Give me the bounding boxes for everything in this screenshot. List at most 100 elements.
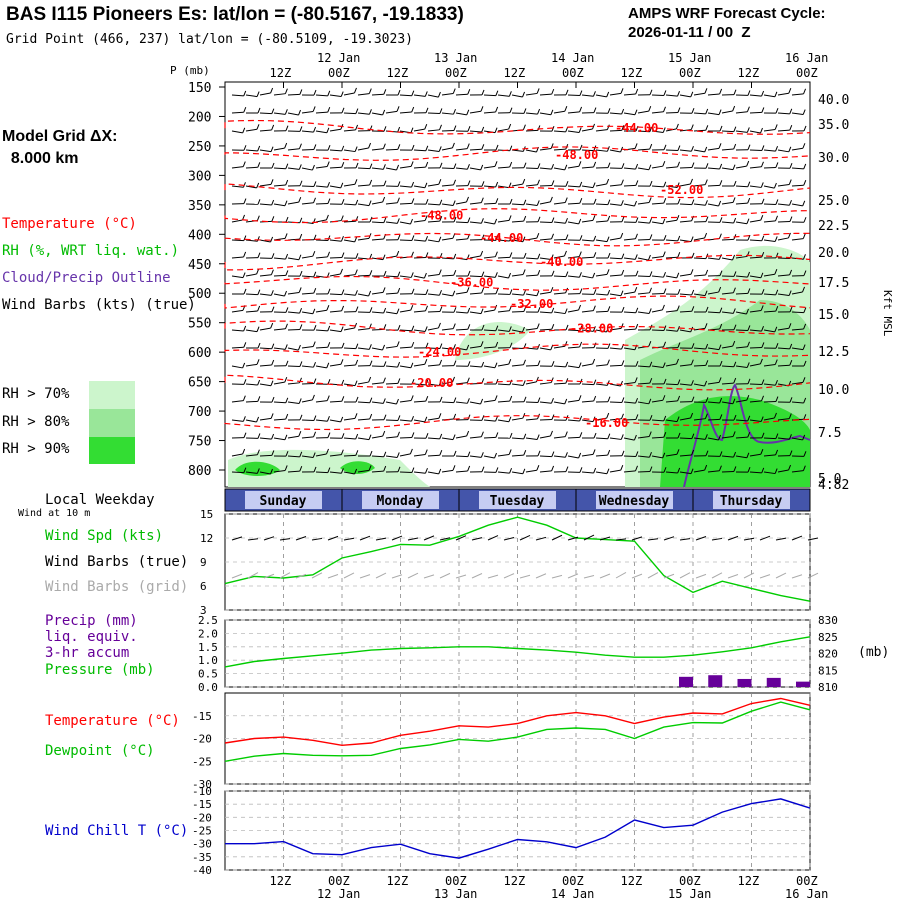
wind-barb xyxy=(427,364,440,367)
wind-barb-flag xyxy=(789,124,793,131)
wind-barb xyxy=(763,293,776,296)
wind-barb-flag xyxy=(257,162,261,168)
wind-barb-flag xyxy=(397,324,401,331)
wind-barb xyxy=(385,365,398,368)
wind-barb-flag xyxy=(243,107,247,113)
wind-barb-flag xyxy=(369,270,373,276)
wind-barb-flag xyxy=(578,127,582,133)
wind-chill-tick-label: -40 xyxy=(192,864,212,877)
wind-barb-flag xyxy=(634,254,638,260)
wind-barb-flag xyxy=(522,269,526,275)
wind-barb xyxy=(441,401,454,404)
wind-barb xyxy=(399,94,412,97)
wind-barb xyxy=(511,149,524,152)
wind-barb-flag xyxy=(508,215,512,221)
wind-barb-flag xyxy=(691,162,695,168)
wind-barb-flag xyxy=(579,90,583,96)
wind-barb xyxy=(343,347,356,350)
wind-barb-flag xyxy=(270,236,274,243)
wind-barb xyxy=(343,129,356,132)
pressure-tick-label: 300 xyxy=(188,169,211,184)
wind-barb xyxy=(609,469,621,473)
wind-barb xyxy=(427,149,440,152)
wind-barb xyxy=(273,147,285,151)
wind-barb-flag xyxy=(621,360,625,366)
wind-barb xyxy=(567,221,579,225)
wind-barb xyxy=(371,435,383,439)
wind-barb-flag xyxy=(411,467,415,473)
wind-barb-flag xyxy=(565,218,568,224)
wind-barb-flag xyxy=(425,145,429,151)
temperature-line xyxy=(224,697,811,747)
wind-barb-flag xyxy=(298,143,302,149)
wind-barb-flag xyxy=(284,142,288,149)
wind-barb-flag xyxy=(383,217,387,223)
wind-barb xyxy=(525,469,537,473)
wind-barb-flag xyxy=(579,235,583,241)
wind-barb xyxy=(553,365,566,368)
wind-barb xyxy=(329,310,342,313)
wind-barb-flag xyxy=(270,269,274,275)
wind-barb xyxy=(329,400,342,403)
legend-rh-90: RH > 90% xyxy=(2,441,70,457)
wind-barb-flag xyxy=(579,181,583,188)
wind-barb xyxy=(231,130,243,134)
wind-barb xyxy=(651,455,663,459)
wind-barb xyxy=(665,310,678,313)
wind-barb-flag xyxy=(551,465,555,472)
top-time-tick-label: 00Z xyxy=(796,66,818,80)
wind-barb-flag xyxy=(733,451,737,458)
wind-barb-flag xyxy=(620,434,624,440)
wind-barb-flag xyxy=(733,361,737,367)
wind-barb xyxy=(497,310,510,313)
wind-barb-flag xyxy=(551,270,555,277)
wind-barb-flag xyxy=(467,414,471,420)
wind-barb-flag xyxy=(382,287,386,293)
temperature-contour xyxy=(224,415,811,431)
wind-barb-flag xyxy=(439,450,443,456)
wind-barb-flag xyxy=(452,200,456,206)
wind-barb-flag xyxy=(803,307,807,313)
wind-barb xyxy=(483,165,496,169)
wind-barb-flag xyxy=(439,124,442,130)
wind-barb xyxy=(651,309,663,313)
wind-barb-flag xyxy=(690,412,694,419)
wind-barb xyxy=(371,382,384,385)
wind-barb xyxy=(483,185,496,188)
wind-barb xyxy=(287,328,300,331)
wind-barb xyxy=(315,400,328,403)
wind-speed-tick-label: 15 xyxy=(200,508,213,521)
wind-barb xyxy=(651,275,664,278)
wind-barb xyxy=(581,453,594,457)
wind-barb-flag xyxy=(369,397,373,403)
wind-barb-flag xyxy=(424,91,428,97)
wind-barb-flag xyxy=(341,145,345,152)
wind-barb-flag xyxy=(551,451,555,457)
wind-barb xyxy=(707,291,719,295)
wind-barb-flag xyxy=(242,448,246,455)
wind-barb-flag xyxy=(481,324,485,331)
wind-barb xyxy=(623,167,636,170)
wind-barb xyxy=(315,365,327,369)
wind-barb-flag xyxy=(382,344,386,351)
wind-barb xyxy=(343,293,356,296)
wind-barb-flag xyxy=(620,323,624,329)
wind-barb xyxy=(525,437,538,441)
wind-barb-flag xyxy=(411,415,414,422)
pressure-tick-label-right: 810 xyxy=(818,681,838,694)
wind-barb-flag xyxy=(466,196,469,203)
wind-barb xyxy=(427,471,439,475)
wind-barb-flag xyxy=(285,125,289,131)
wind-barb xyxy=(483,256,496,259)
wind-barb-flag xyxy=(424,449,428,455)
wind-barb xyxy=(413,383,426,386)
wind-barb xyxy=(595,310,608,313)
wind-barb-flag xyxy=(438,468,442,475)
wind-barb-flag xyxy=(761,251,765,258)
wind-barb-flag xyxy=(761,235,765,241)
wind-barb xyxy=(721,221,734,224)
wind-barb-flag xyxy=(663,415,667,422)
wind-barb xyxy=(343,183,356,187)
wind-barb xyxy=(259,437,272,440)
wind-barb xyxy=(259,471,271,475)
